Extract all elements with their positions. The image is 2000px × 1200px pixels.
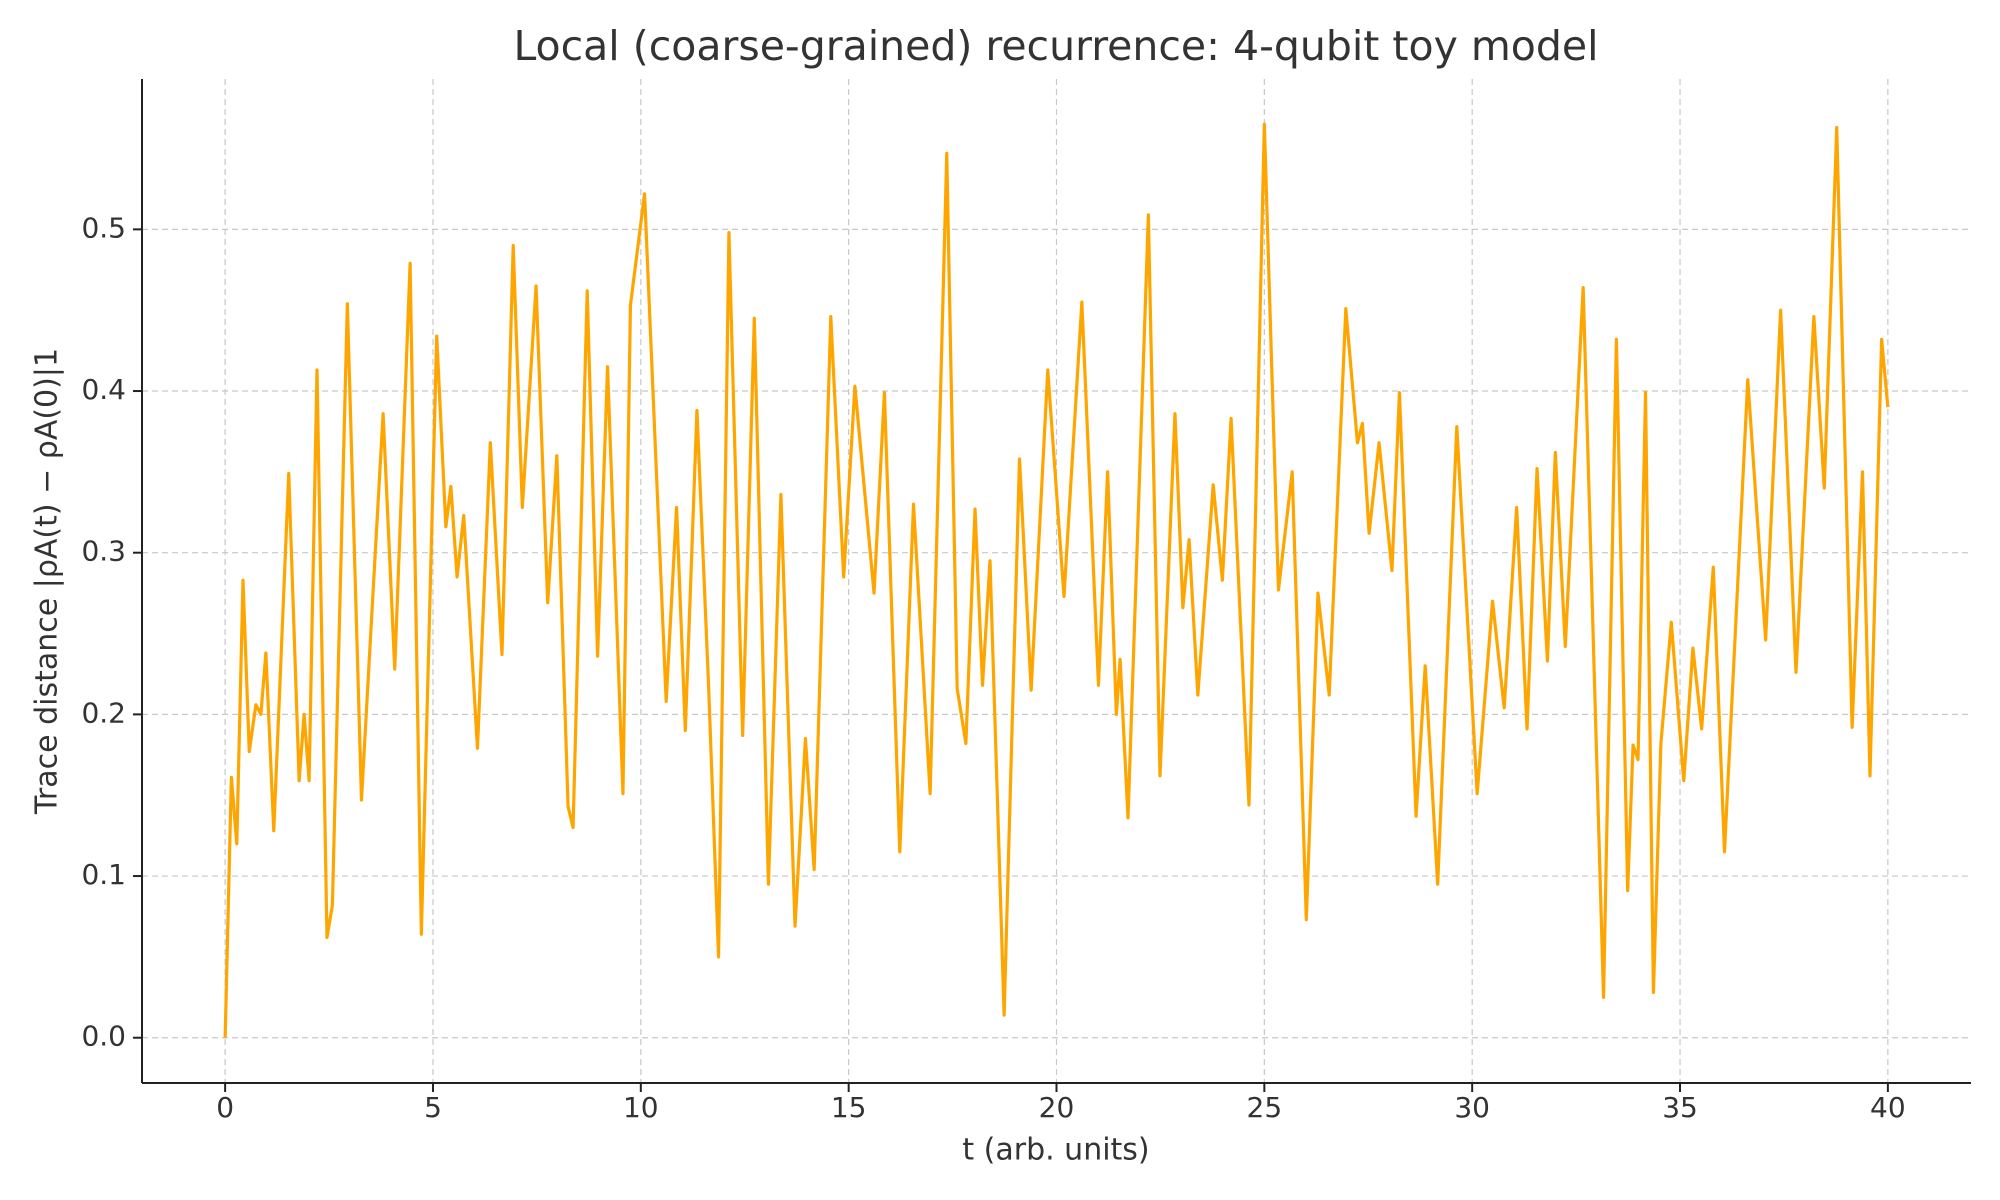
y-tick-label: 0.1 (81, 858, 126, 891)
x-axis-label: t (arb. units) (962, 1133, 1149, 1168)
x-tick-label: 10 (623, 1091, 659, 1124)
y-tick-label: 0.5 (81, 211, 126, 244)
y-axis-label: Trace distance |ρA(t) − ρA(0)|1 (30, 348, 65, 815)
y-tick-label: 0.4 (81, 373, 126, 406)
x-tick-label: 0 (216, 1091, 234, 1124)
x-tick-label: 35 (1662, 1091, 1698, 1124)
x-tick-label: 40 (1870, 1091, 1906, 1124)
x-tick-label: 30 (1454, 1091, 1490, 1124)
chart-title: Local (coarse-grained) recurrence: 4-qub… (513, 22, 1598, 70)
data-line (223, 122, 1890, 1038)
x-tick-label: 25 (1247, 1091, 1283, 1124)
x-tick-label: 20 (1039, 1091, 1075, 1124)
x-tick-label: 5 (424, 1091, 442, 1124)
y-tick-label: 0.3 (81, 535, 126, 568)
y-tick-label: 0.2 (81, 696, 126, 729)
y-tick-label: 0.0 (81, 1020, 126, 1053)
x-tick-label: 15 (831, 1091, 867, 1124)
